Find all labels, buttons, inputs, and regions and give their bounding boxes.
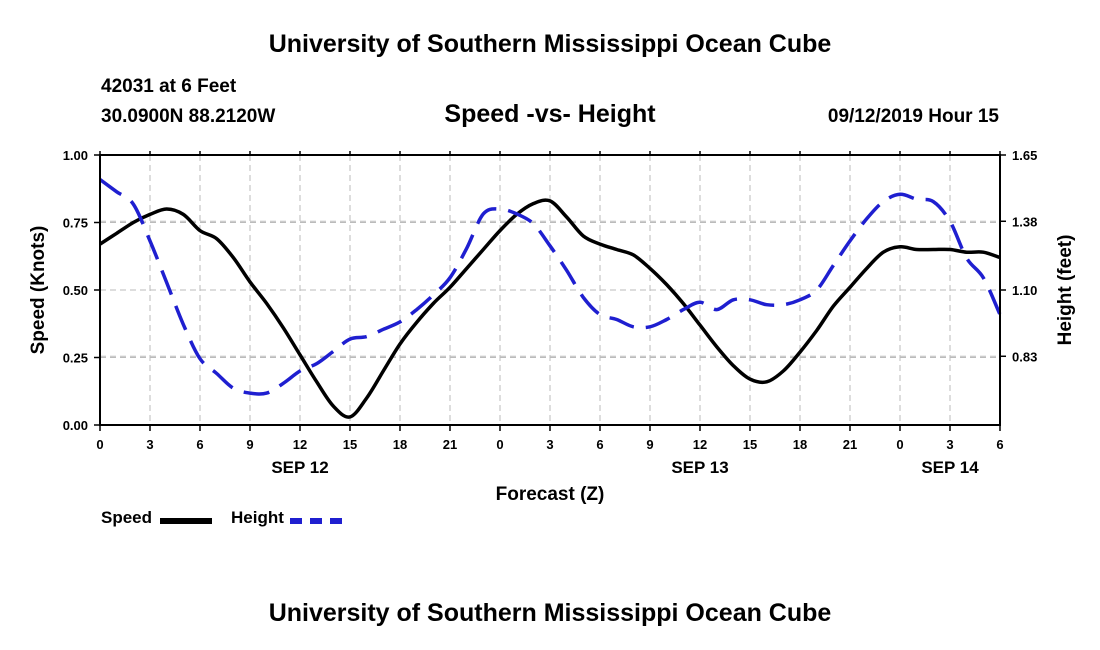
series-line-speed	[99, 198, 1001, 419]
x-tick-label: 0	[96, 437, 103, 452]
y2-axis-title: Height (feet)	[1055, 235, 1076, 346]
footer-title: University of Southern Mississippi Ocean…	[268, 599, 832, 627]
day-label: SEP 12	[271, 458, 328, 477]
x-tick-label: 3	[946, 437, 953, 452]
series-line-height	[98, 178, 1002, 396]
x-tick-label: 12	[293, 437, 307, 452]
x-axis-title: Forecast (Z)	[496, 484, 605, 505]
x-tick-label: 6	[596, 437, 603, 452]
x-tick-label: 12	[693, 437, 707, 452]
x-tick-label: 3	[146, 437, 153, 452]
x-tick-label: 15	[743, 437, 757, 452]
x-tick-label: 6	[996, 437, 1003, 452]
y-axis-title: Speed (Knots)	[28, 226, 49, 355]
x-tick-label: 21	[443, 437, 457, 452]
x-tick-label: 0	[896, 437, 903, 452]
y2-tick-label: 0.83	[1012, 349, 1037, 364]
series-layer	[98, 178, 1002, 419]
y-tick-label: 0.25	[63, 351, 88, 366]
y-tick-label: 0.00	[63, 418, 88, 433]
y-tick-label: 0.75	[63, 216, 88, 231]
grid	[100, 155, 1000, 425]
y2-tick-label: 1.38	[1012, 214, 1037, 229]
x-tick-label: 3	[546, 437, 553, 452]
station-label: 42031 at 6 Feet	[101, 76, 237, 97]
day-label: SEP 13	[671, 458, 728, 477]
station-coordinates: 30.0900N 88.2120W	[101, 106, 276, 127]
x-tick-label: 9	[246, 437, 253, 452]
page-title: University of Southern Mississippi Ocean…	[268, 30, 832, 58]
x-tick-label: 18	[393, 437, 407, 452]
x-tick-label: 9	[646, 437, 653, 452]
y-tick-label: 0.50	[63, 283, 88, 298]
legend-height-label: Height	[231, 508, 284, 527]
chart-title: Speed -vs- Height	[444, 100, 656, 128]
axes: 0 3 6 9 12 15 18 21 0 3 6 9 12 15 18 21 0 3 6 SEP 12 SEP 13 S…	[63, 148, 1038, 477]
y2-tick-label: 1.10	[1012, 283, 1037, 298]
forecast-date: 09/12/2019 Hour 15	[827, 106, 999, 127]
x-tick-label: 6	[196, 437, 203, 452]
y-tick-label: 1.00	[63, 148, 88, 163]
x-tick-label: 15	[343, 437, 357, 452]
x-tick-label: 21	[843, 437, 857, 452]
legend-speed-label: Speed	[101, 508, 153, 527]
day-label: SEP 14	[921, 458, 979, 477]
y2-tick-label: 1.65	[1012, 148, 1037, 163]
legend-height-swatch	[290, 518, 342, 524]
legend-speed-swatch	[160, 518, 212, 524]
x-tick-label: 18	[793, 437, 807, 452]
x-tick-label: 0	[496, 437, 503, 452]
